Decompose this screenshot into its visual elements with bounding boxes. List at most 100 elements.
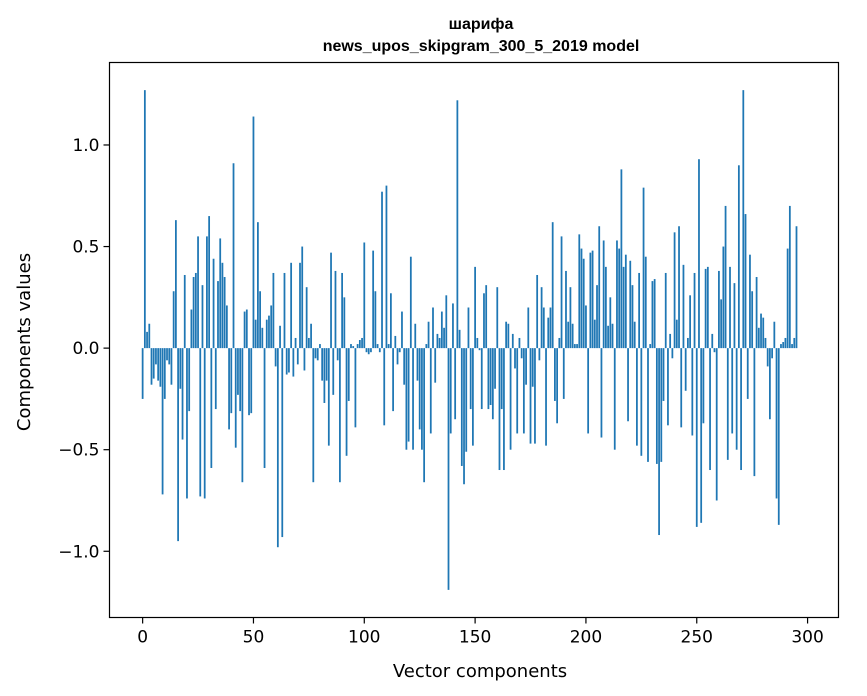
bar-252 <box>700 348 703 523</box>
bar-286 <box>775 348 778 499</box>
bar-273 <box>746 348 749 399</box>
bar-163 <box>503 348 505 471</box>
bar-196 <box>576 344 578 349</box>
bar-181 <box>542 307 545 349</box>
bar-29 <box>206 236 208 349</box>
bar-281 <box>764 337 767 349</box>
bar-115 <box>396 348 399 365</box>
bar-190 <box>562 348 565 399</box>
bar-145 <box>463 348 465 485</box>
bar-184 <box>549 307 552 349</box>
bar-278 <box>757 327 760 349</box>
bar-68 <box>292 348 295 377</box>
bar-19 <box>183 274 186 349</box>
bar-99 <box>361 337 363 349</box>
bar-149 <box>472 348 474 446</box>
bar-54 <box>261 327 264 349</box>
bar-201 <box>587 348 590 434</box>
bar-47 <box>245 309 248 349</box>
bar-8 <box>159 348 162 387</box>
bar-56 <box>265 319 268 349</box>
bar-268 <box>735 348 738 450</box>
bar-94 <box>350 344 352 349</box>
bar-122 <box>412 348 414 450</box>
bar-228 <box>647 348 649 462</box>
bar-204 <box>593 319 596 349</box>
bar-6 <box>155 348 157 365</box>
bar-152 <box>478 348 481 351</box>
bar-86 <box>332 348 335 395</box>
bar-276 <box>753 348 756 477</box>
bar-58 <box>270 305 273 349</box>
bar-125 <box>418 348 421 430</box>
bar-162 <box>500 348 503 410</box>
bar-187 <box>556 348 558 424</box>
bar-188 <box>558 337 561 349</box>
bar-117 <box>401 311 403 349</box>
bar-110 <box>385 185 388 349</box>
bar-93 <box>347 348 350 401</box>
bar-194 <box>571 323 574 349</box>
bar-39 <box>228 348 230 430</box>
bar-186 <box>554 348 556 401</box>
bar-121 <box>409 256 412 349</box>
bar-81 <box>321 348 324 381</box>
bar-97 <box>356 344 359 349</box>
bar-22 <box>190 309 193 349</box>
bar-293 <box>791 344 793 349</box>
bar-72 <box>301 246 304 349</box>
bar-249 <box>693 272 696 349</box>
bar-9 <box>161 348 164 495</box>
bar-267 <box>733 283 736 349</box>
bar-76 <box>310 323 312 349</box>
bar-241 <box>675 319 678 349</box>
bar-210 <box>607 325 609 349</box>
bar-43 <box>237 348 239 395</box>
bar-243 <box>680 348 683 428</box>
x-axis: 0 50 100 150 200 250 300 <box>137 617 824 648</box>
bar-20 <box>186 348 188 499</box>
bar-212 <box>611 323 614 349</box>
bar-148 <box>469 348 472 410</box>
bar-266 <box>731 348 734 434</box>
bar-21 <box>188 348 191 412</box>
bar-153 <box>480 348 483 410</box>
bar-146 <box>465 348 468 452</box>
bar-221 <box>631 285 634 349</box>
bar-257 <box>711 333 714 349</box>
bar-102 <box>367 348 370 355</box>
bar-265 <box>729 266 731 349</box>
bar-109 <box>383 348 386 426</box>
bar-134 <box>438 337 441 349</box>
bar-133 <box>436 333 439 349</box>
bar-205 <box>596 285 598 349</box>
chart-title-line1: шарифа <box>449 16 514 33</box>
bar-199 <box>582 258 585 349</box>
bar-259 <box>715 348 718 501</box>
bar-155 <box>485 285 488 349</box>
bar-28 <box>203 348 206 499</box>
bar-136 <box>443 327 445 349</box>
x-tick-label: 100 <box>348 628 380 648</box>
bar-5 <box>152 348 155 379</box>
bar-124 <box>416 348 419 381</box>
bar-173 <box>525 348 527 385</box>
bar-229 <box>649 344 652 349</box>
bar-82 <box>323 348 326 403</box>
bar-256 <box>709 348 711 471</box>
bar-283 <box>769 348 771 420</box>
bar-32 <box>212 258 215 349</box>
bar-289 <box>782 342 785 349</box>
bar-55 <box>263 348 266 468</box>
bar-144 <box>460 348 463 466</box>
bar-139 <box>449 348 452 434</box>
bar-62 <box>279 325 281 349</box>
bar-14 <box>172 291 175 349</box>
bar-165 <box>507 323 510 349</box>
bar-52 <box>257 222 259 349</box>
bar-261 <box>720 299 723 349</box>
bar-242 <box>678 226 680 349</box>
bar-176 <box>531 348 534 387</box>
x-axis-label: Vector components <box>393 661 567 682</box>
